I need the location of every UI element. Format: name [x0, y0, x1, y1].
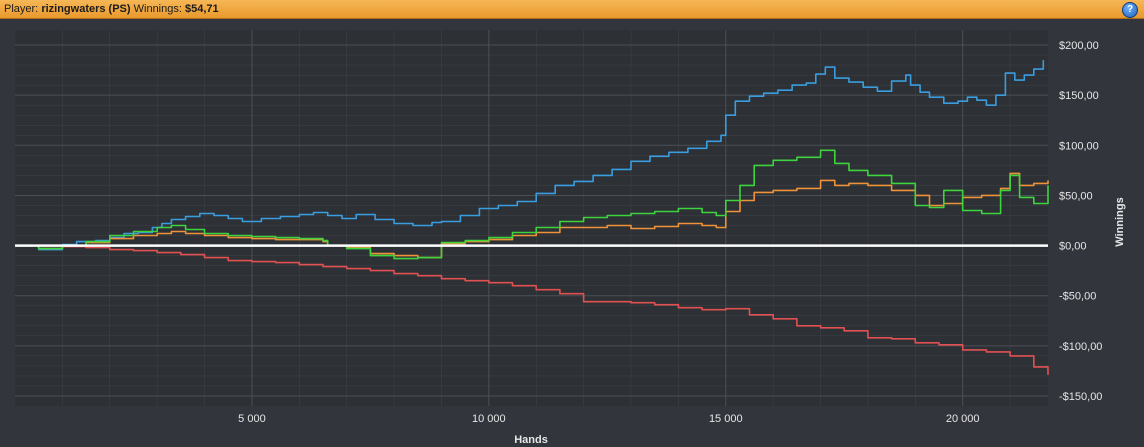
y-tick-label: $150,00: [1059, 90, 1099, 102]
winnings-value: $54,71: [184, 3, 219, 15]
plot-area: [15, 30, 1048, 406]
player-name: rizingwaters (PS): [41, 3, 131, 15]
y-axis-title: Winnings: [1114, 197, 1126, 246]
series-line-2: [15, 244, 1049, 375]
y-axis-ticks: $200,00 $150,00 $100,00 $50,00 $0,00 -$50,00 -…: [1059, 40, 1102, 403]
title-bar: Player: rizingwaters (PS) Winnings: $54,…: [0, 0, 1144, 19]
x-axis-ticks: 5 000 10 000 15 000 20 000: [238, 413, 979, 425]
player-label: Player:: [4, 3, 39, 15]
help-icon[interactable]: ?: [1122, 2, 1138, 18]
winnings-label: Winnings:: [133, 3, 182, 15]
y-tick-label: -$100,00: [1059, 341, 1102, 353]
series-layer: [15, 60, 1049, 375]
series-line-1: [15, 60, 1045, 251]
player-summary: Player: rizingwaters (PS) Winnings: $54,…: [4, 3, 219, 15]
x-tick-label: 5 000: [238, 413, 266, 425]
y-tick-label: $0,00: [1059, 241, 1087, 253]
series-line-4: [15, 149, 1049, 260]
x-axis-title: Hands: [514, 434, 548, 446]
x-tick-label: 15 000: [709, 413, 743, 425]
y-tick-label: -$150,00: [1059, 391, 1102, 403]
y-tick-label: $100,00: [1059, 140, 1099, 152]
y-tick-label: $200,00: [1059, 40, 1099, 52]
y-tick-label: -$50,00: [1059, 291, 1096, 303]
x-tick-label: 10 000: [472, 413, 506, 425]
y-tick-label: $50,00: [1059, 190, 1093, 202]
x-tick-label: 20 000: [946, 413, 980, 425]
winnings-chart: $200,00 $150,00 $100,00 $50,00 $0,00 -$50,00 -…: [15, 30, 1126, 446]
